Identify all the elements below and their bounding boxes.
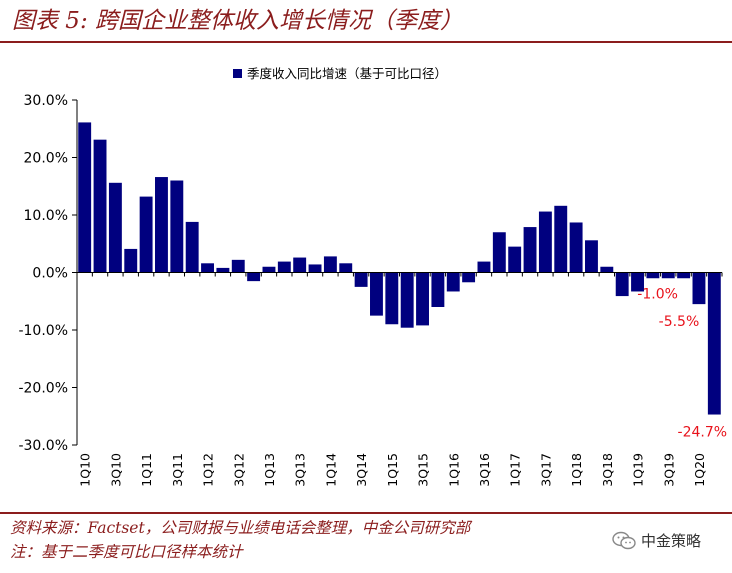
x-tick-label: 3Q12 bbox=[231, 453, 246, 487]
bar-1Q14 bbox=[323, 256, 337, 273]
footnote: 注：基于二季度可比口径样本统计 bbox=[10, 543, 243, 561]
bar-3Q17 bbox=[538, 211, 552, 273]
legend-label: 季度收入同比增速（基于可比口径） bbox=[247, 66, 447, 81]
bar-2Q13 bbox=[277, 261, 291, 273]
bar-2Q17 bbox=[523, 227, 537, 273]
revenue-growth-chart: 季度收入同比增速（基于可比口径） 30.0% 20.0% 10.0% 0.0% -10.0… bbox=[18, 66, 728, 487]
x-tick-label: 1Q17 bbox=[508, 453, 523, 487]
bar-3Q16 bbox=[477, 261, 491, 273]
x-tick-label: 3Q15 bbox=[416, 453, 431, 487]
brand-name: 中金策略 bbox=[641, 532, 702, 550]
data-label-1Q20: -5.5% bbox=[659, 314, 700, 330]
bar-3Q14 bbox=[354, 272, 368, 287]
bar-2Q15 bbox=[400, 272, 414, 328]
x-tick-label: 1Q16 bbox=[446, 453, 461, 487]
data-label-4Q19: -1.0% bbox=[637, 286, 678, 302]
bar-4Q16 bbox=[492, 232, 506, 273]
x-tick-label: 1Q11 bbox=[139, 453, 154, 487]
x-tick-label: 3Q17 bbox=[538, 453, 553, 487]
bar-2Q14 bbox=[339, 263, 353, 273]
bar-1Q13 bbox=[262, 266, 276, 273]
bar-4Q14 bbox=[370, 272, 383, 316]
bar-1Q12 bbox=[201, 263, 214, 273]
brand-watermark: 中金策略 bbox=[612, 530, 701, 551]
bar-2Q19 bbox=[646, 272, 660, 279]
bar-1Q20 bbox=[692, 272, 706, 305]
bar-4Q15 bbox=[431, 272, 445, 307]
bar-2Q10 bbox=[93, 139, 107, 273]
bar-2Q20 bbox=[707, 272, 721, 415]
x-tick-label: 1Q12 bbox=[201, 453, 216, 487]
bar-2Q11 bbox=[155, 177, 168, 273]
bar-3Q15 bbox=[416, 272, 429, 326]
x-tick-label: 1Q19 bbox=[631, 453, 646, 487]
bar-2Q18 bbox=[585, 240, 598, 273]
y-tick-label: -30.0% bbox=[18, 438, 68, 454]
chart-title: 图表 5: 跨国企业整体收入增长情况（季度） bbox=[12, 8, 464, 34]
title-divider bbox=[0, 41, 732, 43]
x-tick-label: 1Q10 bbox=[78, 453, 93, 487]
legend-swatch bbox=[233, 69, 242, 78]
data-label-2Q20: -24.7% bbox=[678, 425, 728, 441]
y-tick-label: 10.0% bbox=[24, 208, 68, 224]
bar-4Q13 bbox=[308, 264, 322, 273]
x-tick-label: 3Q19 bbox=[661, 453, 676, 487]
footer-divider bbox=[0, 512, 732, 514]
bar-3Q10 bbox=[108, 182, 122, 273]
x-tick-label: 1Q18 bbox=[569, 453, 584, 487]
bar-3Q11 bbox=[170, 180, 184, 273]
bar-4Q17 bbox=[554, 205, 568, 273]
x-tick-label: 1Q20 bbox=[692, 453, 707, 487]
bar-3Q13 bbox=[293, 257, 307, 273]
bar-4Q10 bbox=[124, 248, 138, 273]
x-tick-label: 1Q13 bbox=[262, 453, 277, 487]
wechat-icon bbox=[612, 531, 636, 549]
y-tick-label: 0.0% bbox=[32, 266, 68, 282]
bar-4Q19 bbox=[677, 272, 691, 279]
bar-2Q16 bbox=[462, 272, 476, 283]
y-tick-label: -10.0% bbox=[18, 323, 68, 339]
bar-4Q18 bbox=[615, 272, 629, 297]
x-tick-label: 3Q18 bbox=[600, 453, 615, 487]
y-tick-label: -20.0% bbox=[18, 381, 68, 397]
x-tick-label: 3Q10 bbox=[108, 453, 123, 487]
bar-1Q19 bbox=[631, 272, 644, 292]
bar-3Q19 bbox=[661, 272, 675, 279]
bar-3Q18 bbox=[600, 266, 614, 273]
x-tick-label: 1Q14 bbox=[323, 453, 338, 487]
x-tick-label: 1Q15 bbox=[385, 453, 400, 487]
bar-4Q12 bbox=[247, 272, 261, 282]
bar-1Q10 bbox=[78, 122, 92, 273]
y-tick-label: 20.0% bbox=[24, 151, 68, 167]
bar-1Q15 bbox=[385, 272, 399, 325]
bar-2Q12 bbox=[216, 267, 230, 273]
bar-3Q12 bbox=[231, 259, 245, 273]
bar-4Q11 bbox=[185, 221, 199, 273]
x-tick-label: 3Q14 bbox=[354, 453, 369, 487]
x-tick-label: 3Q11 bbox=[170, 453, 185, 487]
x-tick-label: 3Q13 bbox=[293, 453, 308, 487]
source-note: 资料来源：Factset，公司财报与业绩电话会整理，中金公司研究部 bbox=[10, 519, 471, 537]
x-tick-label: 3Q16 bbox=[477, 453, 492, 487]
y-tick-label: 30.0% bbox=[24, 93, 68, 109]
bar-1Q11 bbox=[139, 196, 153, 273]
bar-1Q16 bbox=[446, 272, 460, 292]
bar-1Q17 bbox=[508, 246, 522, 273]
bar-1Q18 bbox=[569, 222, 583, 273]
